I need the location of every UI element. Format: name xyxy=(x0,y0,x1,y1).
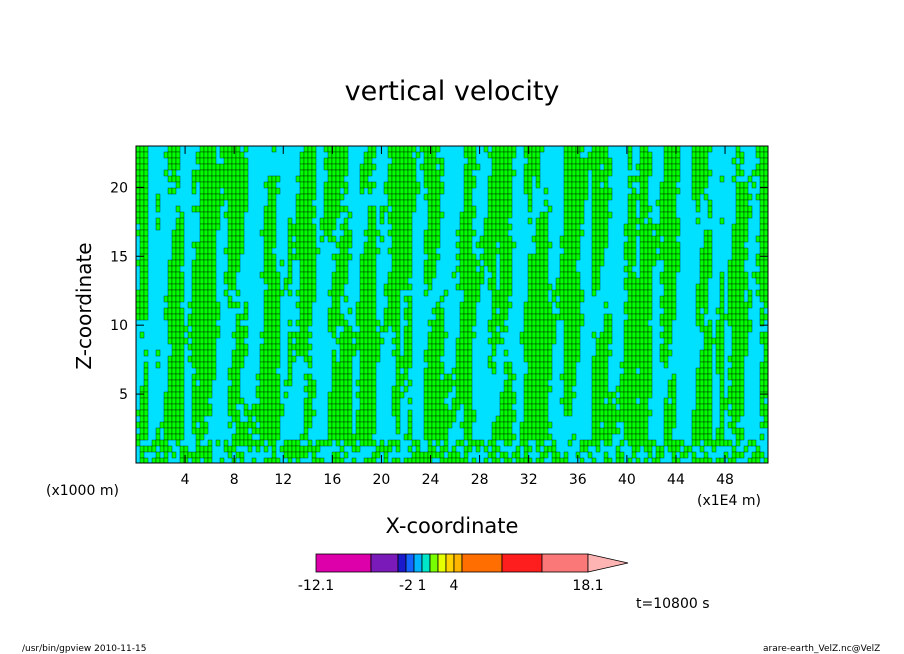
colorbar-arrow xyxy=(587,553,629,573)
x-axis: 4 8 12 16 20 24 28 32 36 40 44 48 xyxy=(181,146,734,488)
positive-velocity-cells xyxy=(136,146,768,463)
colorbar-segment xyxy=(445,553,455,573)
x-tick-label: 4 xyxy=(181,472,190,488)
colorbar-segment xyxy=(437,553,447,573)
colorbar-segment xyxy=(370,553,399,573)
x-tick-label: 44 xyxy=(667,472,685,488)
colorbar: -12.1 -2 1 4 18.1 xyxy=(298,553,629,594)
colorbar-segment xyxy=(315,553,372,573)
x-unit-left: (x1000 m) xyxy=(46,483,119,499)
y-axis-label: Z-coordinate xyxy=(72,242,96,370)
colorbar-segment xyxy=(501,553,543,573)
y-tick-label: 10 xyxy=(110,318,128,334)
footer-right: arare-earth_VelZ.nc@VelZ xyxy=(763,644,881,654)
x-tick-label: 28 xyxy=(471,472,489,488)
x-tick-label: 48 xyxy=(716,472,734,488)
x-tick-label: 20 xyxy=(373,472,391,488)
x-tick-label: 12 xyxy=(274,472,292,488)
footer-left: /usr/bin/gpview 2010-11-15 xyxy=(22,644,147,654)
colorbar-segment xyxy=(461,553,503,573)
colorbar-label: -2 xyxy=(399,578,413,594)
colorbar-segment xyxy=(421,553,431,573)
y-tick-label: 5 xyxy=(119,387,128,403)
x-unit-right: (x1E4 m) xyxy=(697,493,761,509)
colorbar-segment xyxy=(453,553,463,573)
colorbar-label: 1 xyxy=(418,578,427,594)
time-label: t=10800 s xyxy=(636,596,710,612)
colorbar-segment xyxy=(405,553,415,573)
x-tick-label: 24 xyxy=(422,472,440,488)
colorbar-label: 18.1 xyxy=(572,578,603,594)
velocity-field xyxy=(136,146,768,463)
colorbar-label: 4 xyxy=(450,578,459,594)
x-tick-label: 8 xyxy=(230,472,239,488)
chart-title: vertical velocity xyxy=(344,76,560,107)
colorbar-segment xyxy=(397,553,407,573)
x-tick-label: 32 xyxy=(520,472,538,488)
plot-frame xyxy=(135,145,769,464)
x-axis-label: X-coordinate xyxy=(385,514,519,538)
y-tick-label: 20 xyxy=(110,180,128,196)
colorbar-segment xyxy=(429,553,439,573)
colorbar-label: -12.1 xyxy=(298,578,334,594)
x-tick-label: 40 xyxy=(618,472,636,488)
x-tick-label: 36 xyxy=(569,472,587,488)
colorbar-segment xyxy=(413,553,423,573)
colorbar-segment xyxy=(541,553,589,573)
y-axis: 5 10 15 20 xyxy=(110,180,768,403)
x-tick-label: 16 xyxy=(323,472,341,488)
y-tick-label: 15 xyxy=(110,249,128,265)
